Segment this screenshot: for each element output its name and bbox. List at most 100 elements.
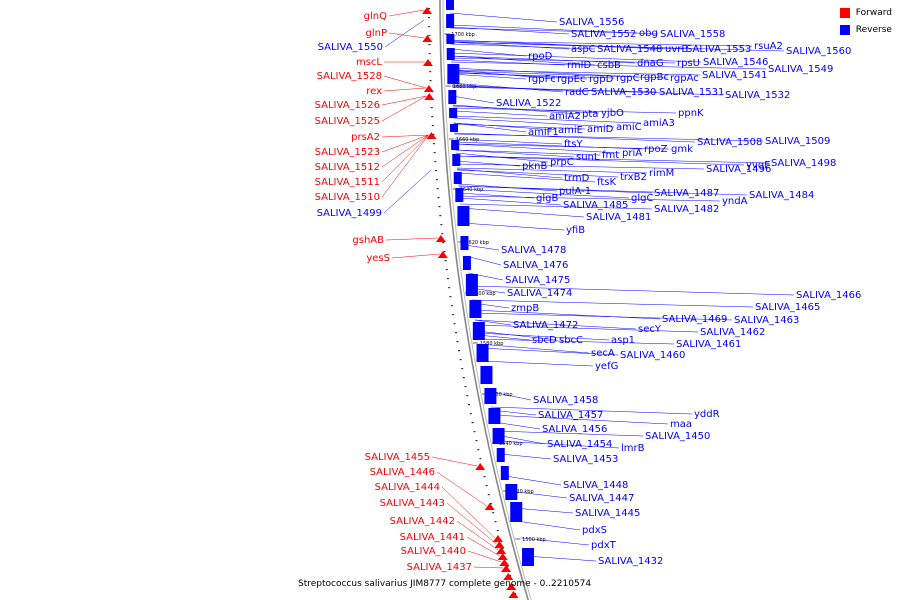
callout-line — [453, 117, 615, 128]
gene-label: SALIVA_1509 — [765, 136, 830, 147]
callout-line — [450, 41, 570, 50]
ring-dot — [442, 242, 445, 244]
callout-line — [456, 168, 563, 179]
reverse-feature — [446, 48, 455, 60]
callout-line — [453, 123, 586, 130]
gene-label: ppnK — [678, 108, 704, 119]
gene-label: SALIVA_1446 — [370, 467, 435, 478]
ring-dot — [444, 260, 447, 262]
gene-label: rgpEc — [557, 74, 585, 85]
gene-label: SALIVA_1466 — [796, 290, 861, 301]
gene-label: SALIVA_1455 — [365, 452, 430, 463]
gene-label: lmrB — [621, 443, 645, 454]
ring-dot — [431, 125, 434, 127]
ring-dot — [461, 368, 464, 370]
forward-feature — [494, 541, 505, 548]
callout-line — [450, 57, 676, 64]
gene-label: dnaG — [637, 58, 664, 69]
gene-label: maa — [670, 419, 692, 430]
callout-line — [509, 490, 568, 499]
callout-line — [436, 471, 487, 507]
reverse-swatch — [839, 25, 850, 35]
callout-line — [452, 95, 495, 104]
gene-label: secA — [591, 348, 615, 359]
reverse-feature — [455, 188, 464, 202]
callout-line — [381, 95, 427, 106]
callout-line — [466, 536, 500, 557]
gene-label: SALIVA_1445 — [575, 508, 640, 519]
gene-label: SALIVA_1508 — [697, 137, 762, 148]
ring-dot — [456, 341, 459, 343]
callout-line — [495, 430, 644, 437]
forward-feature — [423, 85, 434, 92]
legend-item-reverse: Reverse — [839, 25, 892, 35]
callout-line — [451, 72, 615, 79]
ring-dot — [511, 584, 514, 586]
gene-label: SALIVA_1528 — [317, 71, 382, 82]
gene-label: SALIVA_1469 — [662, 314, 727, 325]
gene-label: SALIVA_1498 — [771, 158, 836, 169]
gene-label: SALIVA_1548 — [597, 44, 662, 55]
map-caption: Streptococcus salivarius JIM8777 complet… — [298, 579, 592, 589]
legend-label-reverse: Reverse — [855, 25, 892, 35]
callout-line — [381, 134, 429, 153]
gene-label: mscL — [356, 57, 382, 68]
callout-line — [473, 309, 661, 320]
ring-dot — [428, 53, 431, 55]
forward-feature — [435, 235, 446, 242]
gene-label: prpC — [550, 157, 574, 168]
backbone-shadow — [442, 0, 532, 600]
gene-label: SALIVA_1523 — [315, 147, 380, 158]
gene-label: SALIVA_1526 — [315, 100, 380, 111]
callout-line — [458, 185, 748, 196]
ring-dot — [432, 134, 435, 136]
gene-label: yndA — [722, 196, 748, 207]
callout-line — [456, 163, 705, 170]
callout-line — [381, 134, 429, 138]
gene-label: SALIVA_1531 — [659, 87, 724, 98]
gene-label: SALIVA_1549 — [768, 64, 833, 75]
ring-dot — [440, 224, 443, 226]
gene-label: trxB2 — [620, 172, 647, 183]
callout-line — [450, 40, 753, 47]
gene-label: SALIVA_1478 — [501, 245, 566, 256]
gene-label: yddR — [694, 409, 720, 420]
tick-layer: 1700 kbp 1680 kbp 1660 kbp 1640 kbp 1620 kbp… — [444, 32, 546, 543]
callout-line — [450, 27, 638, 34]
gene-label: SALIVA_1553 — [686, 44, 751, 55]
ring-dot — [433, 143, 436, 145]
callout-line — [465, 255, 502, 266]
callout-line — [381, 134, 429, 168]
gene-label: amiF1 — [528, 127, 559, 138]
callout-line — [478, 338, 675, 345]
reverse-feature — [469, 300, 482, 318]
gene-label: SALIVA_1484 — [749, 190, 814, 201]
ring-dot — [485, 485, 488, 487]
forward-feature — [475, 463, 486, 470]
callout-line — [513, 507, 574, 514]
callout-line — [451, 67, 639, 78]
ring-dot — [443, 251, 446, 253]
ring-dot — [428, 17, 431, 19]
gene-label: glgB — [536, 193, 558, 204]
callout-line — [391, 253, 440, 259]
forward-feature — [422, 35, 433, 42]
ring-dot — [475, 440, 478, 442]
callout-line — [381, 134, 429, 183]
gene-label: SALIVA_1522 — [496, 98, 561, 109]
gene-label: asp1 — [611, 335, 635, 346]
gene-label: sbcD — [532, 335, 557, 346]
reverse-feature — [452, 154, 461, 166]
ring-dot — [494, 521, 497, 523]
ring-dot — [506, 566, 509, 568]
gene-label: rpsU — [677, 58, 700, 69]
callout-line — [477, 332, 610, 341]
gene-label: SALIVA_1460 — [620, 350, 685, 361]
ring-dot — [449, 296, 452, 298]
gene-label: SALIVA_1560 — [786, 46, 851, 57]
ring-dot — [458, 350, 461, 352]
gene-label: SALIVA_1453 — [553, 454, 618, 465]
callout-line — [475, 319, 512, 326]
gene-label: secY — [638, 324, 662, 335]
reverse-feature — [460, 236, 469, 250]
